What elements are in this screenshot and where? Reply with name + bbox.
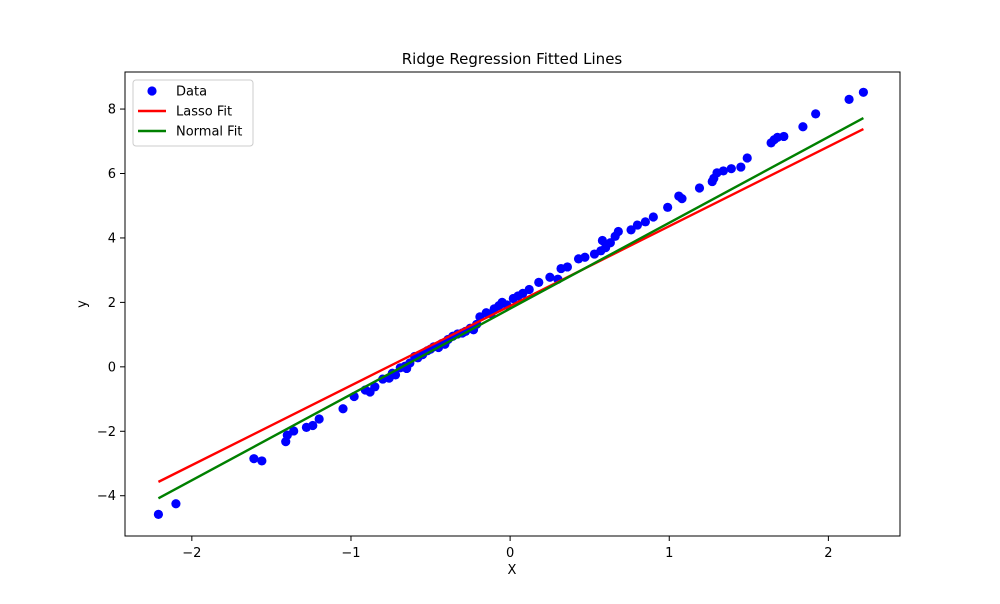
data-point xyxy=(779,131,789,142)
data-point xyxy=(694,183,705,193)
x-tick-label: 0 xyxy=(506,546,514,561)
y-axis-ticks: −4 −2 0 2 4 6 8 xyxy=(97,103,125,504)
data-point xyxy=(718,166,728,176)
x-tick-label: 1 xyxy=(665,546,673,561)
data-point xyxy=(338,404,348,414)
plot-layer xyxy=(153,87,869,520)
data-point xyxy=(249,454,259,464)
data-point xyxy=(613,226,623,237)
legend-box xyxy=(132,79,254,147)
y-axis-label: y xyxy=(75,300,90,308)
data-point xyxy=(545,272,555,282)
data-point xyxy=(858,87,869,97)
data-point xyxy=(626,225,636,235)
data-point xyxy=(632,220,643,230)
data-point xyxy=(597,235,608,246)
data-point xyxy=(640,217,650,227)
lasso-fit-line xyxy=(157,127,864,483)
y-tick-label: −4 xyxy=(97,489,116,504)
data-point xyxy=(726,164,736,174)
x-tick-label: −2 xyxy=(182,546,201,561)
x-tick-label: −1 xyxy=(341,546,360,561)
data-point xyxy=(798,122,808,132)
data-point xyxy=(257,456,267,466)
data-point xyxy=(308,420,318,431)
data-point xyxy=(370,382,380,392)
y-tick-label: 6 xyxy=(108,167,116,182)
data-point xyxy=(677,194,687,204)
chart-title: Ridge Regression Fitted Lines xyxy=(402,50,623,68)
data-point xyxy=(648,212,658,222)
legend-label: Lasso Fit xyxy=(176,105,232,120)
legend-label: Data xyxy=(176,85,207,100)
data-point xyxy=(171,499,181,509)
x-axis-ticks: −2 −1 0 1 2 xyxy=(182,536,833,561)
data-point xyxy=(580,252,590,262)
x-tick-label: 2 xyxy=(824,546,832,561)
x-axis-label: X xyxy=(508,563,517,578)
data-point xyxy=(605,238,615,248)
y-tick-label: 0 xyxy=(108,360,116,375)
legend-entries: Data Lasso Fit Normal Fit xyxy=(138,85,242,140)
data-point xyxy=(663,202,673,212)
y-tick-label: −2 xyxy=(97,425,116,440)
y-tick-label: 2 xyxy=(108,296,116,311)
legend-label: Normal Fit xyxy=(176,125,242,140)
data-point xyxy=(562,262,573,272)
data-point xyxy=(153,509,164,520)
legend-marker-data xyxy=(147,86,157,96)
y-tick-label: 8 xyxy=(108,103,116,118)
data-point xyxy=(844,94,854,104)
data-point xyxy=(736,162,746,172)
legend: Data Lasso Fit Normal Fit xyxy=(132,79,254,147)
axes-frame xyxy=(124,71,901,537)
data-point xyxy=(742,153,752,163)
data-point xyxy=(534,277,544,288)
data-point xyxy=(524,284,534,295)
data-point xyxy=(289,426,299,436)
data-point xyxy=(811,109,821,119)
y-tick-label: 4 xyxy=(108,231,116,246)
data-point xyxy=(314,414,324,424)
normal-fit-line xyxy=(157,117,864,500)
